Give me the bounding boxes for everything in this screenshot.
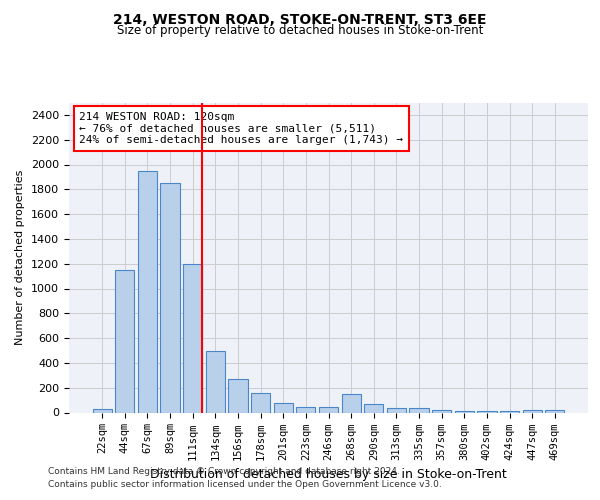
X-axis label: Distribution of detached houses by size in Stoke-on-Trent: Distribution of detached houses by size … <box>150 468 507 481</box>
Bar <box>92 409 112 412</box>
Text: 214 WESTON ROAD: 120sqm
← 76% of detached houses are smaller (5,511)
24% of semi: 214 WESTON ROAD: 120sqm ← 76% of detache… <box>79 112 403 145</box>
Bar <box>296 407 316 412</box>
Text: Contains public sector information licensed under the Open Government Licence v3: Contains public sector information licen… <box>48 480 442 489</box>
Text: Size of property relative to detached houses in Stoke-on-Trent: Size of property relative to detached ho… <box>117 24 483 37</box>
Bar <box>432 410 451 412</box>
Text: Contains HM Land Registry data © Crown copyright and database right 2024.: Contains HM Land Registry data © Crown c… <box>48 467 400 476</box>
Bar <box>251 392 270 412</box>
Bar <box>364 404 383 412</box>
Bar <box>523 410 542 412</box>
Bar <box>274 403 293 412</box>
Bar <box>160 183 180 412</box>
Bar <box>183 264 202 412</box>
Bar <box>115 270 134 412</box>
Bar <box>319 407 338 412</box>
Bar <box>409 408 428 412</box>
Bar <box>206 350 225 412</box>
Bar <box>229 379 248 412</box>
Bar <box>387 408 406 412</box>
Text: 214, WESTON ROAD, STOKE-ON-TRENT, ST3 6EE: 214, WESTON ROAD, STOKE-ON-TRENT, ST3 6E… <box>113 12 487 26</box>
Y-axis label: Number of detached properties: Number of detached properties <box>16 170 25 345</box>
Bar <box>341 394 361 412</box>
Bar <box>138 170 157 412</box>
Bar <box>545 410 565 412</box>
